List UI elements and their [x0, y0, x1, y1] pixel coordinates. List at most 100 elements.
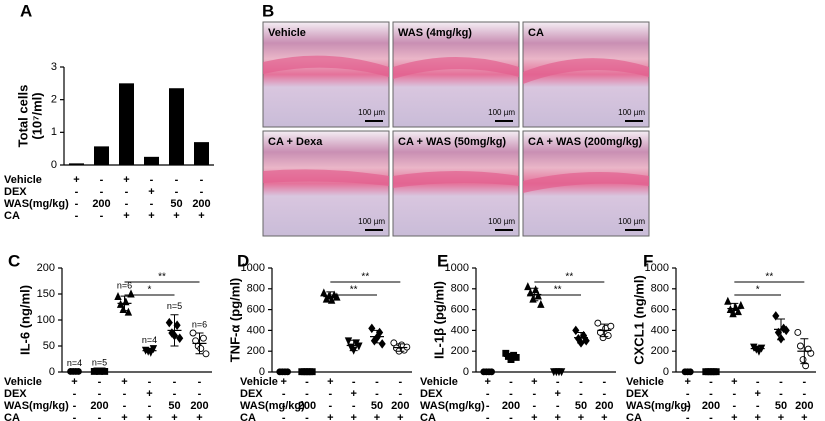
significance-label: **: [158, 272, 166, 283]
n-label: n=5: [92, 357, 107, 367]
significance-label: **: [350, 285, 358, 296]
treatment-cell: -: [148, 400, 152, 412]
treatment-cell: +: [731, 376, 737, 388]
panel-letter: B: [262, 1, 274, 20]
treatment-cell: -: [123, 400, 127, 412]
treatment-label: DEX: [626, 388, 649, 400]
treatment-cell: -: [328, 400, 332, 412]
treatment-cell: -: [282, 400, 286, 412]
error-bar: [145, 348, 154, 353]
y-tick-label: 200: [451, 345, 469, 357]
data-point: [176, 333, 184, 343]
tissue-layer: [263, 169, 389, 186]
treatment-cell: +: [173, 210, 179, 222]
panel-letter: E: [437, 251, 448, 270]
y-tick-label: 0: [51, 159, 57, 171]
y-tick-label: 0: [49, 366, 55, 378]
error-bar: [507, 353, 515, 360]
y-tick-label: 600: [247, 304, 265, 316]
y-tick-label: 2: [51, 94, 57, 106]
treatment-cell: -: [173, 388, 177, 400]
n-label: n=4: [142, 335, 157, 345]
error-bar: [777, 318, 785, 341]
treatment-cell: +: [196, 412, 202, 421]
treatment-cell: -: [100, 174, 104, 186]
panel-letter: F: [643, 251, 653, 270]
error-bar: [396, 343, 405, 352]
n-label: n=6: [117, 280, 132, 290]
treatment-label: DEX: [4, 186, 27, 198]
data-point: [390, 339, 398, 347]
treatment-label: CA: [240, 412, 256, 421]
data-point: [772, 311, 780, 321]
error-bar: [120, 295, 129, 312]
data-point: [604, 332, 612, 339]
y-tick-label: 3: [51, 61, 57, 73]
treatment-cell: -: [532, 400, 536, 412]
treatment-cell: +: [731, 412, 737, 421]
treatment-label: CA: [420, 412, 436, 421]
treatment-cell: -: [305, 376, 309, 388]
treatment-cell: -: [198, 376, 202, 388]
treatment-cell: -: [375, 388, 379, 400]
treatment-cell: +: [778, 412, 784, 421]
data-point: [114, 292, 122, 301]
treatment-cell: +: [121, 412, 127, 421]
data-point: [165, 317, 173, 328]
significance-label: **: [765, 272, 773, 283]
treatment-cell: -: [509, 388, 513, 400]
treatment-cell: -: [75, 210, 79, 222]
treatment-cell: -: [602, 376, 606, 388]
micrograph-label: CA: [528, 27, 544, 39]
data-point: [124, 307, 133, 316]
treatment-label: Vehicle: [240, 376, 278, 388]
treatment-cell: -: [305, 388, 309, 400]
y-tick-label: 1000: [241, 262, 265, 274]
treatment-cell: -: [802, 376, 806, 388]
treatment-cell: -: [732, 388, 736, 400]
treatment-cell: -: [75, 186, 79, 198]
tissue-layer: [263, 55, 389, 77]
y-tick-label: 600: [651, 304, 669, 316]
treatment-cell: -: [398, 388, 402, 400]
bar: [94, 146, 109, 165]
scale-label: 100 µm: [488, 108, 515, 117]
micrograph-label: CA + Dexa: [268, 136, 323, 148]
data-point: [116, 299, 125, 308]
treatment-cell: -: [375, 376, 379, 388]
significance-label: *: [756, 285, 760, 296]
treatment-cell: +: [148, 210, 154, 222]
treatment-cell: +: [148, 186, 154, 198]
data-point: [537, 299, 545, 308]
treatment-cell: +: [198, 210, 204, 222]
y-tick-label: 400: [451, 324, 469, 336]
data-point: [796, 342, 804, 350]
treatment-cell: -: [486, 400, 490, 412]
y-tick-label: 200: [247, 345, 265, 357]
treatment-cell: -: [173, 376, 177, 388]
treatment-cell: -: [98, 376, 102, 388]
scale-label: 100 µm: [618, 217, 645, 226]
n-label: n=5: [167, 301, 182, 311]
treatment-cell: +: [397, 412, 403, 421]
treatment-cell: -: [150, 174, 154, 186]
n-label: n=4: [67, 358, 82, 368]
y-tick-label: 0: [259, 366, 265, 378]
treatment-cell: -: [579, 388, 583, 400]
treatment-label: CA: [626, 412, 642, 421]
y-tick-label: 1: [51, 126, 57, 138]
bar: [119, 83, 134, 165]
data-point: [734, 307, 742, 316]
treatment-cell: -: [486, 412, 490, 421]
treatment-cell: 50: [371, 400, 383, 412]
treatment-cell: 200: [192, 198, 210, 210]
treatment-cell: -: [556, 400, 560, 412]
treatment-cell: -: [532, 388, 536, 400]
treatment-cell: +: [531, 412, 537, 421]
data-point: [774, 327, 782, 338]
treatment-cell: -: [686, 400, 690, 412]
treatment-cell: -: [686, 388, 690, 400]
treatment-cell: +: [554, 388, 560, 400]
scale-label: 100 µm: [358, 108, 385, 117]
treatment-cell: -: [709, 388, 713, 400]
